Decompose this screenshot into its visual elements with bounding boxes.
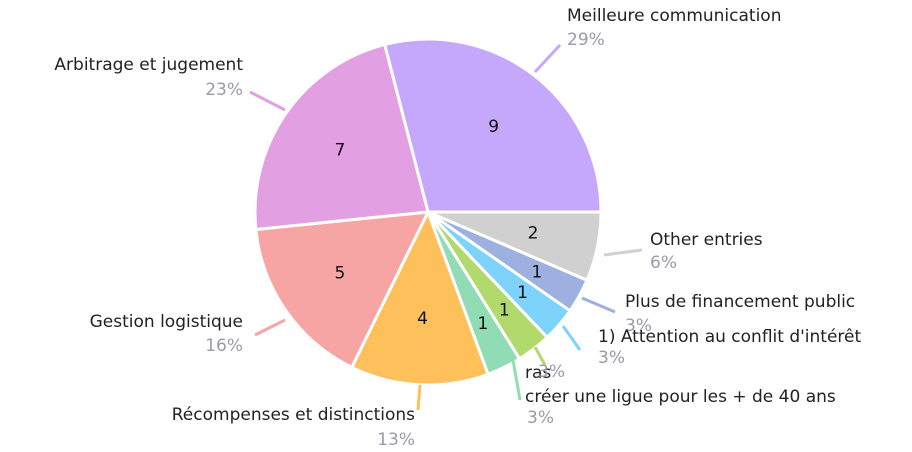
leader-line bbox=[254, 318, 286, 337]
slice-label: Meilleure communication bbox=[567, 6, 781, 26]
slice-percent: 29% bbox=[567, 30, 605, 50]
slice-label: Plus de financement public bbox=[625, 292, 855, 312]
slice-count: 2 bbox=[528, 224, 539, 244]
slice-percent: 3% bbox=[527, 408, 554, 428]
slice-percent: 6% bbox=[650, 253, 677, 273]
slice-percent: 3% bbox=[598, 348, 625, 368]
slice-percent: 3% bbox=[538, 362, 565, 382]
leader-line bbox=[533, 43, 562, 74]
slice-percent: 16% bbox=[205, 336, 243, 356]
leader-line bbox=[581, 296, 616, 314]
leader-line bbox=[416, 384, 422, 411]
leader-line bbox=[249, 90, 286, 112]
pie-slice bbox=[254, 210, 431, 370]
leader-line bbox=[511, 359, 522, 401]
slice-count: 1 bbox=[531, 262, 542, 282]
leader-line bbox=[533, 346, 547, 366]
slice-label: Arbitrage et jugement bbox=[54, 55, 243, 75]
slice-label: Récompenses et distinctions bbox=[172, 405, 415, 425]
slice-count: 9 bbox=[488, 117, 499, 137]
slice-count: 1 bbox=[477, 314, 488, 334]
pie-slice bbox=[253, 42, 430, 232]
slice-label: Gestion logistique bbox=[90, 312, 243, 332]
leader-line bbox=[603, 248, 643, 257]
pie-slice bbox=[382, 37, 603, 214]
slice-label: ras bbox=[525, 363, 551, 383]
pie-slice bbox=[349, 208, 491, 387]
leader-line bbox=[561, 325, 582, 351]
slice-count: 7 bbox=[335, 141, 346, 161]
slice-count: 4 bbox=[417, 309, 428, 329]
slice-percent: 3% bbox=[625, 316, 652, 336]
slice-count: 5 bbox=[335, 263, 346, 283]
slice-label: créer une ligue pour les + de 40 ans bbox=[525, 387, 836, 407]
slice-count: 1 bbox=[499, 300, 510, 320]
slice-count: 1 bbox=[517, 283, 528, 303]
slice-percent: 23% bbox=[205, 80, 243, 100]
slice-percent: 13% bbox=[377, 430, 415, 450]
slice-label: Other entries bbox=[650, 230, 763, 250]
slice-label: 1) Attention au conflit d'intérêt bbox=[598, 327, 861, 347]
